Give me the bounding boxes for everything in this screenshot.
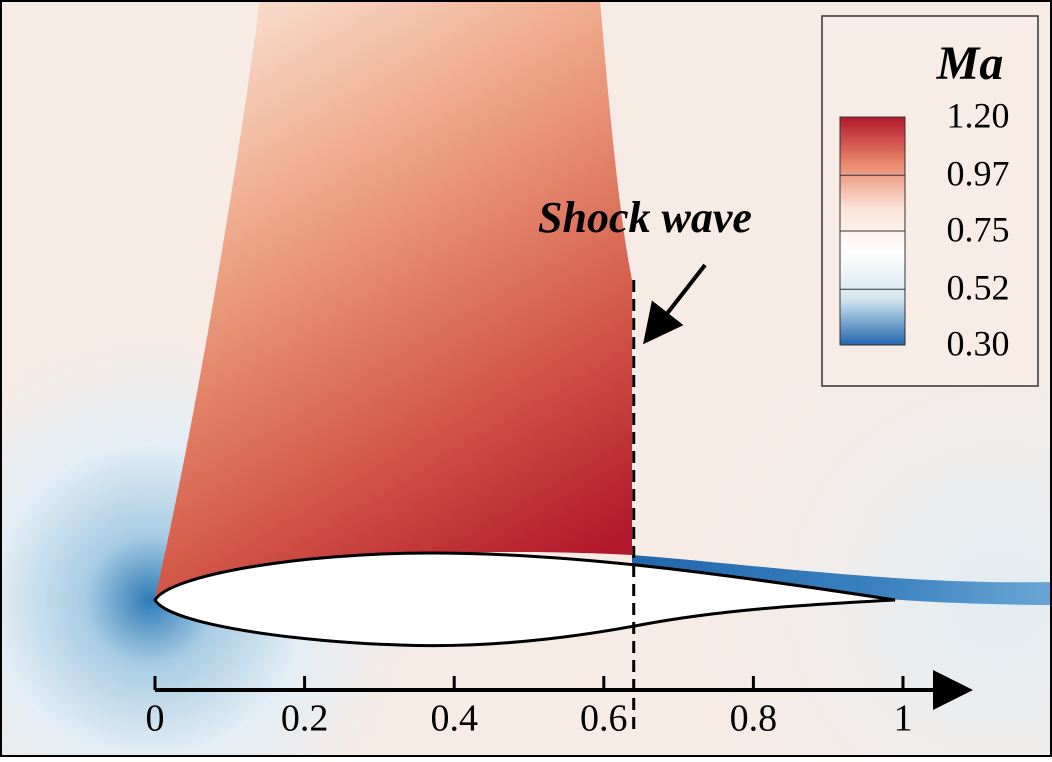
annotation-arrow [643,263,707,345]
colorbar-tick-label: 0.97 [947,154,1010,194]
supersonic-region [155,0,632,598]
colorbar-title: Ma [936,37,1004,90]
x-tick-label: 0.4 [430,698,478,740]
annotation: Shock wave [538,193,752,242]
x-tick-label: 0 [146,698,165,740]
colorbar-tick-label: 0.30 [947,323,1010,363]
colorbar-tick-label: 0.75 [947,209,1010,249]
colorbar-tick-label: 0.52 [947,268,1010,308]
x-tick-label: 1 [894,698,913,740]
x-tick-label: 0.8 [730,698,778,740]
x-tick-label: 0.2 [281,698,329,740]
x-tick-label: 0.6 [580,698,628,740]
colorbar-tick-label: 1.20 [947,95,1010,135]
wake [632,555,1052,605]
airfoil [153,551,896,648]
